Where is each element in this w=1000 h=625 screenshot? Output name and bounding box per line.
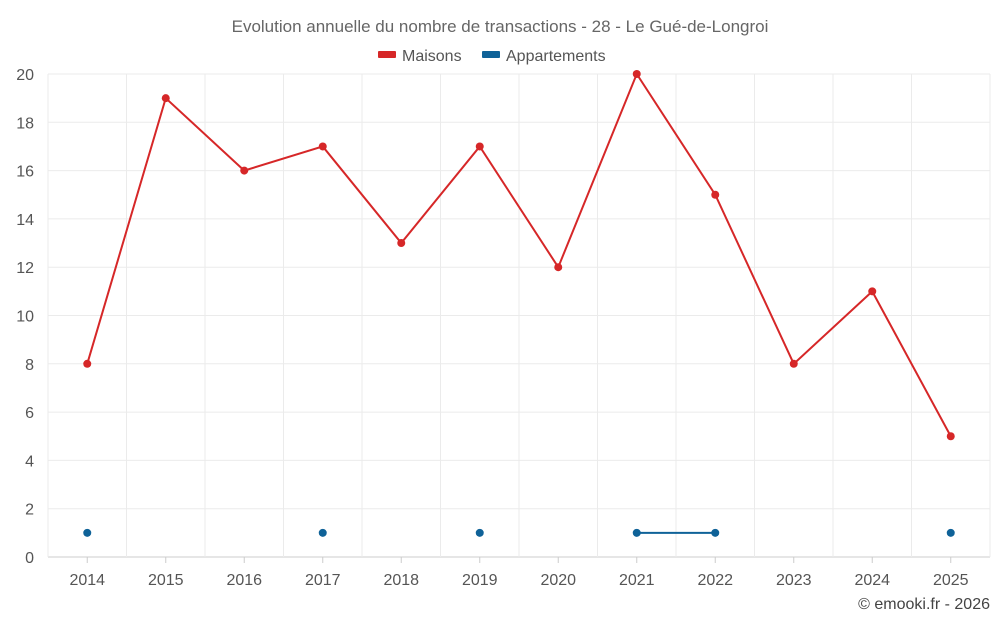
chart-title: Evolution annuelle du nombre de transact… bbox=[232, 17, 769, 36]
data-point-maisons[interactable] bbox=[475, 142, 484, 151]
y-tick-label: 14 bbox=[16, 212, 34, 229]
y-tick-label: 20 bbox=[16, 67, 34, 84]
data-point-maisons[interactable] bbox=[868, 287, 877, 296]
data-point-maisons[interactable] bbox=[789, 359, 798, 368]
data-point-appartements[interactable] bbox=[475, 528, 484, 537]
data-point-maisons[interactable] bbox=[161, 94, 170, 103]
data-point-appartements[interactable] bbox=[946, 528, 955, 537]
y-tick-label: 6 bbox=[25, 405, 34, 422]
series-line-maisons bbox=[86, 71, 952, 437]
data-point-maisons[interactable] bbox=[318, 142, 327, 151]
data-point-maisons[interactable] bbox=[946, 432, 955, 441]
legend-label-maisons: Maisons bbox=[402, 48, 462, 65]
y-tick-label: 4 bbox=[25, 453, 34, 470]
y-tick-label: 18 bbox=[16, 115, 34, 132]
data-point-maisons[interactable] bbox=[711, 190, 720, 199]
x-tick-label: 2014 bbox=[69, 572, 105, 589]
legend-label-appartements: Appartements bbox=[506, 48, 606, 65]
x-tick-label: 2023 bbox=[776, 572, 812, 589]
y-tick-label: 0 bbox=[25, 550, 34, 567]
x-axis: 2014 2015 2016 2017 2018 2019 2020 2021 2022 2023… bbox=[69, 557, 969, 589]
data-point-maisons[interactable] bbox=[397, 239, 406, 248]
data-point-appartements[interactable] bbox=[632, 528, 641, 537]
x-tick-label: 2021 bbox=[619, 572, 655, 589]
data-point-maisons[interactable] bbox=[554, 263, 563, 272]
x-tick-label: 2020 bbox=[540, 572, 576, 589]
legend-item-maisons[interactable]: Maisons bbox=[378, 48, 462, 65]
data-point-appartements[interactable] bbox=[711, 528, 720, 537]
y-axis: 0 2 4 6 8 10 12 14 16 18 20 bbox=[16, 67, 34, 567]
y-tick-label: 12 bbox=[16, 260, 34, 277]
x-tick-label: 2024 bbox=[854, 572, 890, 589]
legend-swatch-maisons bbox=[378, 51, 396, 58]
x-tick-label: 2019 bbox=[462, 572, 498, 589]
y-tick-label: 8 bbox=[25, 357, 34, 374]
y-tick-label: 2 bbox=[25, 502, 34, 519]
x-tick-label: 2025 bbox=[933, 572, 969, 589]
legend-item-appartements[interactable]: Appartements bbox=[482, 48, 606, 65]
plot-area bbox=[83, 70, 955, 537]
credit-text: © emooki.fr - 2026 bbox=[858, 596, 990, 613]
x-tick-label: 2016 bbox=[226, 572, 262, 589]
x-tick-label: 2022 bbox=[697, 572, 733, 589]
legend-swatch-appartements bbox=[482, 51, 500, 58]
data-point-appartements[interactable] bbox=[83, 528, 92, 537]
y-tick-label: 16 bbox=[16, 164, 34, 181]
grid bbox=[47, 73, 991, 558]
legend: Maisons Appartements bbox=[378, 48, 606, 65]
data-point-maisons[interactable] bbox=[83, 359, 92, 368]
x-tick-label: 2017 bbox=[305, 572, 341, 589]
x-tick-label: 2015 bbox=[148, 572, 184, 589]
data-point-maisons[interactable] bbox=[240, 166, 249, 175]
data-point-maisons[interactable] bbox=[632, 70, 641, 78]
data-point-appartements[interactable] bbox=[318, 528, 327, 537]
y-tick-label: 10 bbox=[16, 309, 34, 326]
x-tick-label: 2018 bbox=[383, 572, 419, 589]
